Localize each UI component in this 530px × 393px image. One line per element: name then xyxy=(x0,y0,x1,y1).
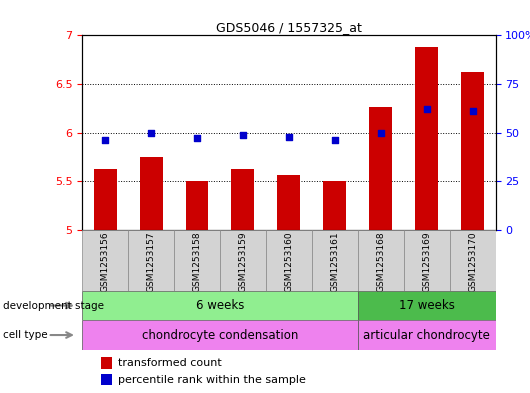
Bar xyxy=(220,230,266,291)
Bar xyxy=(128,230,174,291)
Bar xyxy=(323,181,346,230)
Bar xyxy=(232,169,254,230)
Title: GDS5046 / 1557325_at: GDS5046 / 1557325_at xyxy=(216,21,362,34)
Text: GSM1253160: GSM1253160 xyxy=(285,232,293,292)
Text: GSM1253168: GSM1253168 xyxy=(376,232,385,292)
Text: GSM1253158: GSM1253158 xyxy=(192,232,201,292)
Point xyxy=(147,129,155,136)
Text: GSM1253159: GSM1253159 xyxy=(238,232,248,292)
Bar xyxy=(358,320,496,350)
Point xyxy=(376,129,385,136)
Bar xyxy=(312,230,358,291)
Text: 17 weeks: 17 weeks xyxy=(399,299,455,312)
Bar xyxy=(94,169,117,230)
Bar xyxy=(277,175,301,230)
Text: GSM1253157: GSM1253157 xyxy=(147,232,155,292)
Text: cell type: cell type xyxy=(3,330,47,340)
Bar xyxy=(82,230,128,291)
Bar xyxy=(358,291,496,320)
Text: GSM1253170: GSM1253170 xyxy=(468,232,477,292)
Bar xyxy=(82,291,358,320)
Point xyxy=(469,108,477,114)
Text: development stage: development stage xyxy=(3,301,104,310)
Bar xyxy=(369,107,392,230)
Text: GSM1253156: GSM1253156 xyxy=(101,232,110,292)
Point xyxy=(285,133,293,140)
Text: GSM1253161: GSM1253161 xyxy=(330,232,339,292)
Bar xyxy=(358,230,404,291)
Bar xyxy=(174,230,220,291)
Bar xyxy=(415,47,438,230)
Bar xyxy=(404,230,449,291)
Point xyxy=(238,131,247,138)
Point xyxy=(331,137,339,143)
Bar xyxy=(101,374,112,385)
Bar xyxy=(266,230,312,291)
Point xyxy=(422,106,431,112)
Bar xyxy=(186,181,208,230)
Bar xyxy=(139,157,163,230)
Bar xyxy=(101,357,112,369)
Bar xyxy=(82,320,358,350)
Text: chondrocyte condensation: chondrocyte condensation xyxy=(142,329,298,342)
Text: articular chondrocyte: articular chondrocyte xyxy=(363,329,490,342)
Point xyxy=(193,135,201,141)
Text: transformed count: transformed count xyxy=(118,358,222,368)
Text: 6 weeks: 6 weeks xyxy=(196,299,244,312)
Bar xyxy=(461,72,484,230)
Text: GSM1253169: GSM1253169 xyxy=(422,232,431,292)
Text: percentile rank within the sample: percentile rank within the sample xyxy=(118,375,306,385)
Bar xyxy=(449,230,496,291)
Point xyxy=(101,137,109,143)
